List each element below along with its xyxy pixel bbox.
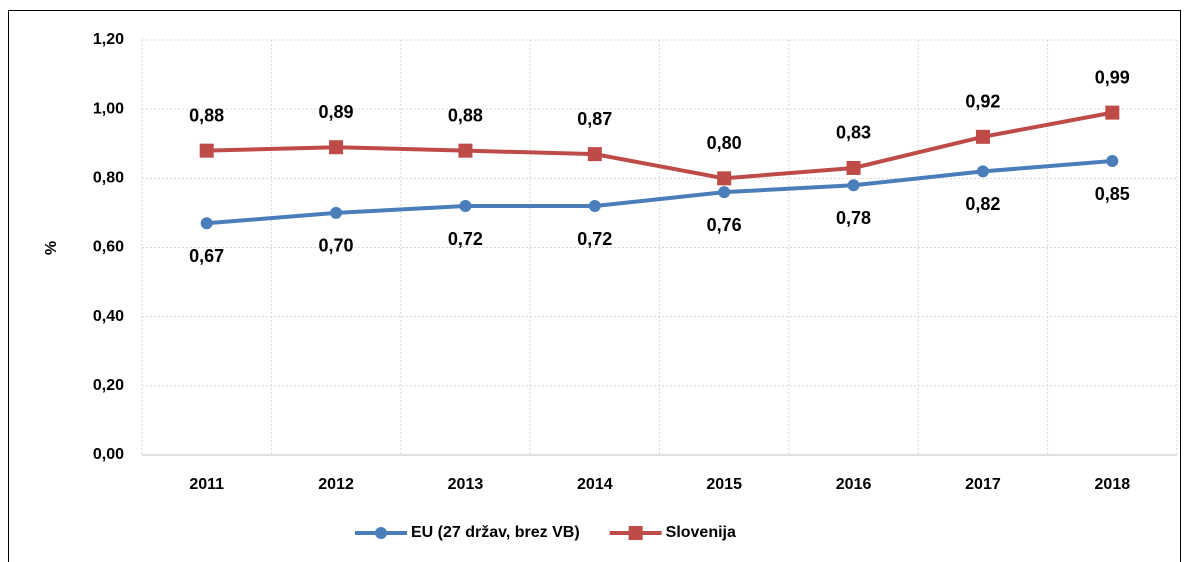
data-label: 0,87 [577, 109, 612, 129]
data-point [588, 200, 601, 212]
y-tick-label: 1,20 [93, 31, 124, 48]
data-point [329, 140, 344, 155]
y-tick-label: 0,20 [93, 377, 124, 394]
data-label: 0,67 [189, 246, 224, 266]
data-label: 0,92 [965, 92, 1000, 112]
data-label: 0,89 [319, 102, 354, 122]
x-tick-label: 2011 [189, 476, 224, 493]
series-line [206, 159, 1113, 226]
x-tick-label: 2014 [577, 476, 613, 493]
data-label: 0,78 [836, 208, 871, 228]
data-label: 0,72 [577, 229, 612, 249]
data-label: 0,76 [707, 215, 742, 235]
data-point [458, 143, 473, 158]
y-axis-label: % [43, 241, 60, 255]
x-tick-label: 2016 [836, 476, 872, 493]
legend-marker [375, 527, 387, 539]
data-point [459, 200, 472, 212]
x-tick-label: 2018 [1095, 476, 1131, 493]
data-label: 0,99 [1095, 67, 1130, 87]
data-label: 0,72 [448, 229, 483, 249]
data-point [200, 217, 213, 230]
y-tick-label: 0,80 [93, 170, 124, 187]
data-label: 0,85 [1095, 184, 1130, 204]
data-label: 0,88 [448, 105, 483, 125]
x-tick-label: 2015 [706, 476, 742, 493]
x-tick-label: 2013 [448, 476, 484, 493]
data-label: 0,80 [707, 133, 742, 153]
data-point [587, 147, 602, 162]
data-point [847, 179, 860, 192]
legend-marker [628, 526, 643, 540]
data-label: 0,82 [965, 194, 1000, 214]
y-tick-label: 0,60 [93, 239, 124, 256]
chart-frame [8, 10, 1181, 562]
legend-label: EU (27 držav, brez VB) [411, 524, 580, 541]
data-point [1106, 155, 1119, 168]
data-point [717, 171, 732, 186]
data-label: 0,70 [319, 236, 354, 256]
series-line [206, 110, 1113, 181]
x-tick-label: 2012 [318, 476, 354, 493]
data-point [718, 186, 731, 199]
data-point [975, 129, 990, 144]
y-tick-label: 1,00 [93, 100, 124, 117]
data-label: 0,88 [189, 105, 224, 125]
data-point [976, 165, 989, 178]
legend-label: Slovenija [666, 524, 736, 541]
data-point [1105, 105, 1120, 120]
data-label: 0,83 [836, 123, 871, 143]
data-point [199, 143, 214, 158]
data-point [330, 206, 343, 219]
data-point [846, 160, 861, 175]
x-tick-label: 2017 [965, 476, 1001, 493]
y-tick-label: 0,40 [93, 308, 124, 325]
y-tick-label: 0,00 [93, 446, 124, 463]
